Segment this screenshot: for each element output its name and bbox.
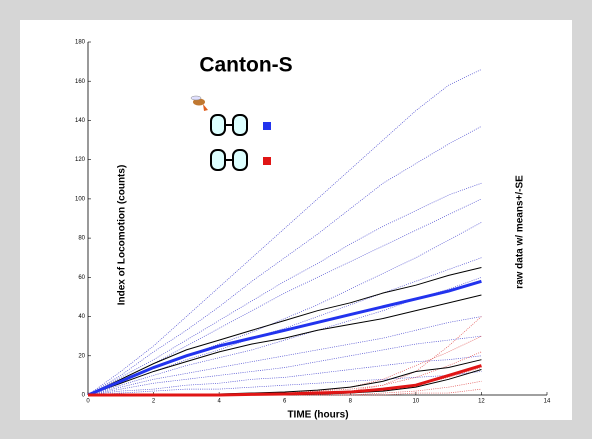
x-axis-label: TIME (hours): [287, 410, 348, 421]
se-upper: [87, 267, 482, 396]
group-swatch: [263, 122, 271, 130]
x-tick-label: 14: [544, 399, 551, 405]
x-tick-label: 8: [349, 399, 353, 405]
y-tick-label: 40: [78, 314, 85, 320]
x-tick-label: 6: [283, 399, 287, 405]
se-lower: [87, 294, 482, 396]
x-tick-label: 12: [478, 399, 485, 405]
group-swatch: [263, 157, 271, 165]
x-tick-label: 4: [217, 399, 221, 405]
y-tick-label: 120: [75, 157, 86, 163]
chart-title: Canton-S: [199, 54, 292, 77]
y-tick-label: 0: [82, 393, 86, 399]
x-tick-label: 2: [152, 399, 156, 405]
fly-icon: [190, 95, 208, 111]
mean-line: [88, 364, 482, 397]
y-tick-label: 100: [75, 196, 86, 202]
y-tick-label: 140: [75, 118, 86, 124]
panel: [20, 20, 572, 420]
right-label: raw data w/ means+/-SE: [515, 175, 526, 289]
y-tick-label: 160: [75, 79, 86, 85]
y-tick-label: 20: [78, 353, 85, 359]
y-tick-label: 60: [78, 275, 85, 281]
y-tick-label: 180: [75, 40, 86, 46]
y-axis-label: Index of Locomotion (counts): [117, 165, 128, 306]
y-tick-label: 80: [78, 236, 85, 242]
raw-trace: [87, 257, 482, 396]
x-tick-label: 10: [413, 399, 420, 405]
raw-trace: [87, 182, 482, 396]
raw-trace: [87, 316, 482, 396]
raw-trace: [87, 335, 482, 396]
x-tick-label: 0: [86, 399, 90, 405]
raw-trace: [87, 371, 482, 396]
vial-icon: [210, 114, 248, 171]
raw-trace: [87, 69, 482, 396]
raw-trace: [87, 126, 482, 396]
mean-line: [87, 279, 482, 397]
